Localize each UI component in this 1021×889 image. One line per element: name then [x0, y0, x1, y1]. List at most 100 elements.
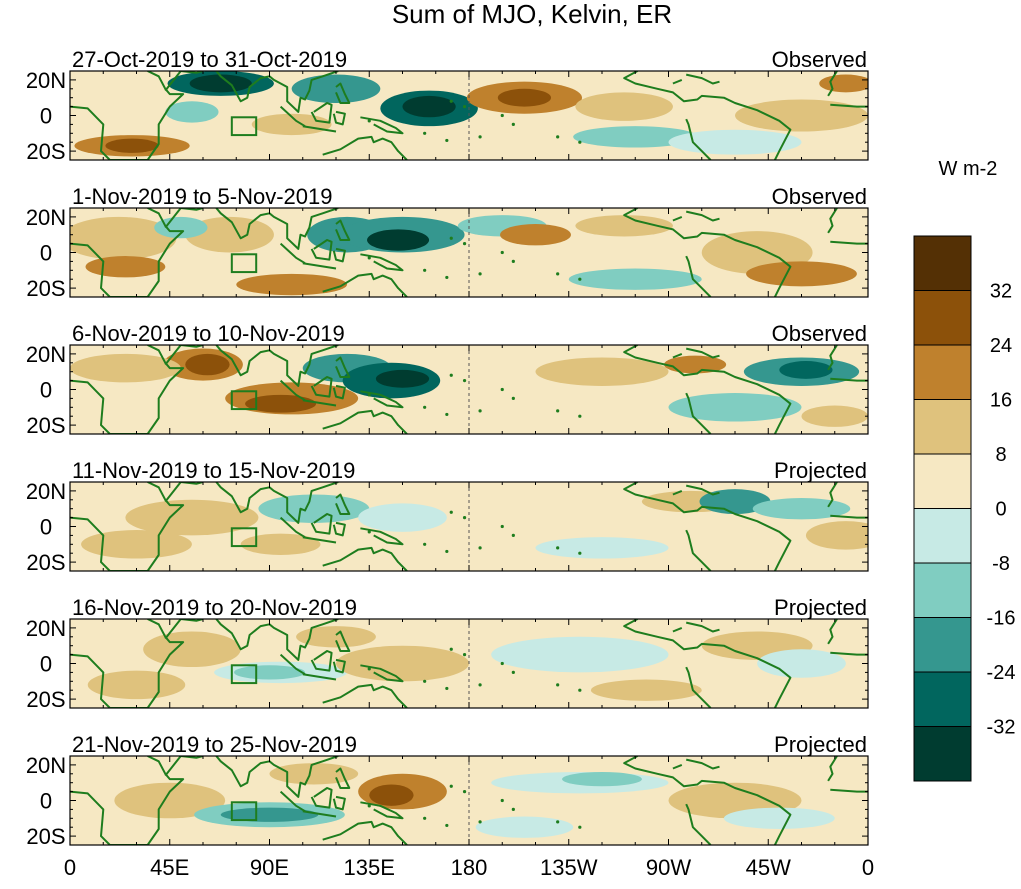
coastline [830, 103, 868, 108]
map-panel: 21-Nov-2019 to 25-Nov-2019 Projected 20N 0 2… [26, 732, 869, 849]
colorbar-segment [913, 562, 972, 618]
region-box [230, 527, 258, 548]
anomaly-blob [575, 92, 673, 121]
lon-tick-label: 135W [540, 855, 598, 880]
island-dot [462, 790, 467, 794]
coastline [685, 758, 720, 770]
colorbar-segment [913, 453, 972, 509]
coastline [302, 536, 337, 544]
island-dot [556, 135, 560, 139]
coastline [623, 756, 792, 845]
island-dot [500, 524, 504, 529]
anomaly-blob [779, 361, 833, 379]
panel-date-range: 11-Nov-2019 to 15-Nov-2019 [72, 458, 355, 483]
island-dot [462, 653, 467, 657]
coastline [332, 795, 346, 811]
anomaly-blob [735, 99, 868, 132]
lat-tick-label: 0 [40, 515, 52, 540]
figure-title: Sum of MJO, Kelvin, ER [392, 0, 672, 29]
colorbar-segment [913, 344, 972, 400]
anomaly-blob [668, 129, 802, 155]
coastline [672, 626, 683, 633]
lat-tick-label: 0 [40, 789, 52, 814]
anomaly-blob [668, 393, 802, 422]
map-panel: 27-Oct-2019 to 31-Oct-2019 Observed 20N 0 20… [26, 47, 869, 164]
coastlines [70, 482, 868, 571]
lon-tick-label: 45W [746, 855, 791, 880]
coastline [827, 71, 838, 97]
anomaly-field [70, 482, 868, 571]
coastline [302, 673, 337, 681]
coastline [164, 619, 204, 640]
island-dot [462, 242, 467, 246]
anomaly-blob [746, 261, 857, 287]
island-dot [578, 277, 582, 281]
coastline [360, 253, 404, 272]
anomaly-blob [568, 268, 702, 290]
island-dot [445, 138, 449, 143]
island-dot [500, 661, 504, 666]
coastline [335, 630, 351, 652]
lat-tick-label: 20S [26, 139, 65, 164]
coastline [623, 619, 792, 708]
island-dot [449, 99, 453, 103]
lon-tick-label: 135E [344, 855, 395, 880]
minor-ticks [69, 208, 869, 297]
coastlines [70, 345, 868, 434]
anomaly-blob [497, 88, 552, 107]
island-dot [449, 647, 453, 651]
lat-tick-label: 0 [40, 241, 52, 266]
anomaly-blob [723, 807, 835, 829]
anomaly-blob [296, 626, 376, 648]
coastline [164, 482, 204, 503]
island-dot [478, 272, 482, 276]
lat-tick-label: 0 [40, 652, 52, 677]
lat-tick-label: 20N [26, 205, 66, 230]
island-dot [423, 679, 427, 683]
coastline [685, 73, 720, 85]
coastline [672, 489, 683, 496]
coastline [279, 516, 306, 539]
coastlines [70, 208, 868, 297]
coastline [322, 820, 408, 845]
island-dot [367, 804, 371, 808]
lat-tick-label: 0 [40, 378, 52, 403]
anomaly-blob [143, 631, 241, 668]
coastline [830, 514, 868, 519]
colorbar: W m-2 32 24 16 8 0 -8 -16 -24 -32 [913, 158, 1015, 782]
panel-status: Projected [774, 595, 867, 620]
island-dot [511, 533, 515, 538]
region-box [230, 253, 258, 274]
map-panels: 27-Oct-2019 to 31-Oct-2019 Observed 20N 0 20… [26, 47, 874, 880]
coastline [685, 347, 720, 359]
map-panel: 6-Nov-2019 to 10-Nov-2019 Observed 20N 0 20S [26, 321, 869, 438]
lat-tick-label: 20S [26, 687, 65, 712]
island-dot [578, 140, 582, 144]
island-dot [556, 546, 560, 550]
coastline [332, 658, 346, 674]
lat-tick-label: 20S [26, 413, 65, 438]
coastline [685, 210, 720, 222]
coastline [322, 546, 408, 571]
panel-status: Observed [772, 47, 867, 72]
island-dot [556, 409, 560, 413]
coastline [335, 493, 351, 515]
coastline [322, 135, 408, 160]
coastline [830, 240, 868, 245]
anomaly-blob [258, 494, 370, 523]
island-dot [556, 820, 560, 824]
coastline [672, 352, 683, 359]
coastline [310, 102, 333, 124]
coastline [332, 384, 346, 400]
panel-status: Observed [772, 321, 867, 346]
region-box [230, 664, 258, 685]
coastline [685, 621, 720, 633]
lat-tick-label: 20N [26, 616, 66, 641]
coastline [623, 345, 792, 434]
anomaly-blob [87, 670, 186, 700]
coastline [164, 345, 204, 366]
island-dot [578, 825, 582, 829]
lon-tick-label: 0 [64, 855, 76, 880]
coastline [332, 521, 346, 537]
map-panel: 1-Nov-2019 to 5-Nov-2019 Observed 20N 0 20S [26, 184, 869, 301]
